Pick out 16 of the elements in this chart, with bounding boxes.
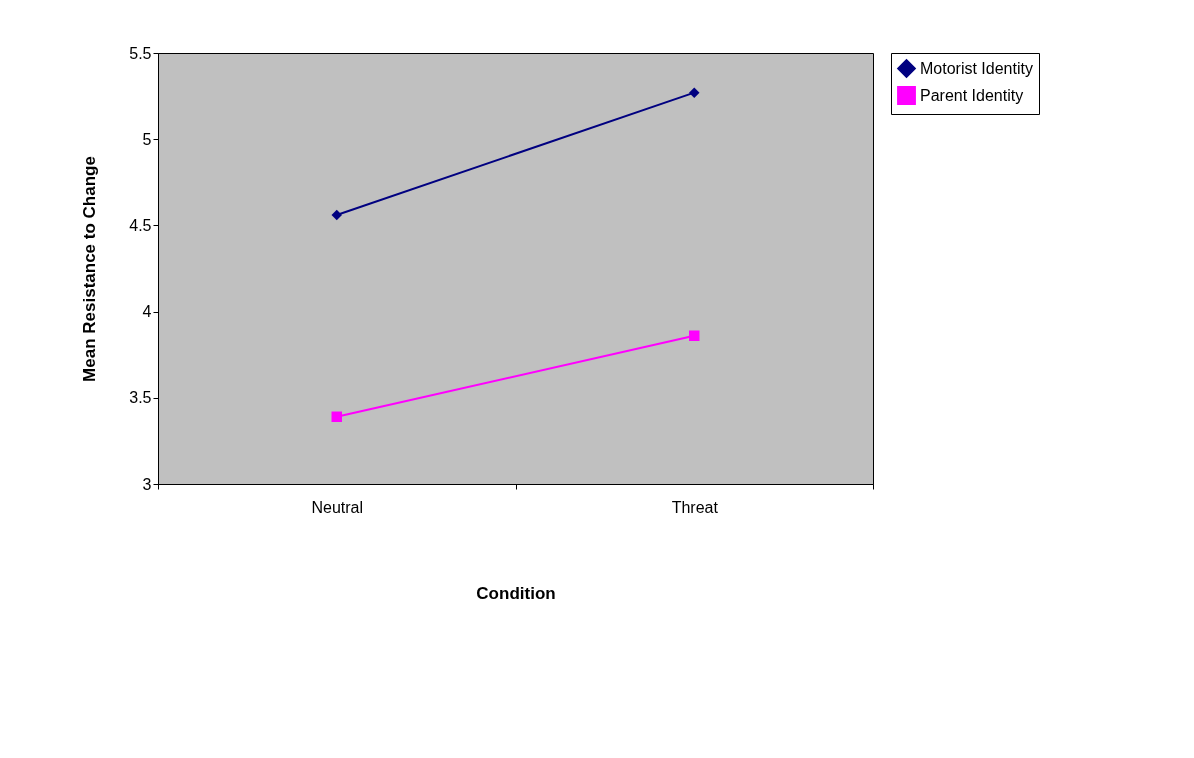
y-axis-title: Mean Resistance to Change	[80, 156, 100, 382]
y-tick-label: 5	[142, 130, 152, 148]
y-tick-label: 4.5	[129, 216, 152, 234]
point	[689, 87, 700, 98]
legend-label: Motorist Identity	[920, 59, 1033, 77]
x-tick-label: Threat	[671, 498, 719, 516]
point	[689, 330, 700, 341]
y-tick-label: 3.5	[129, 389, 152, 407]
x-tick-label: Neutral	[311, 498, 364, 516]
point	[331, 411, 342, 423]
y-tick-label: 5.5	[129, 44, 152, 62]
y-tick-label: 3	[142, 475, 152, 493]
point	[331, 209, 342, 221]
legend-label: Parent Identity	[920, 86, 1024, 104]
y-tick-label: 4	[142, 303, 152, 321]
x-axis-title: Condition	[476, 583, 556, 603]
